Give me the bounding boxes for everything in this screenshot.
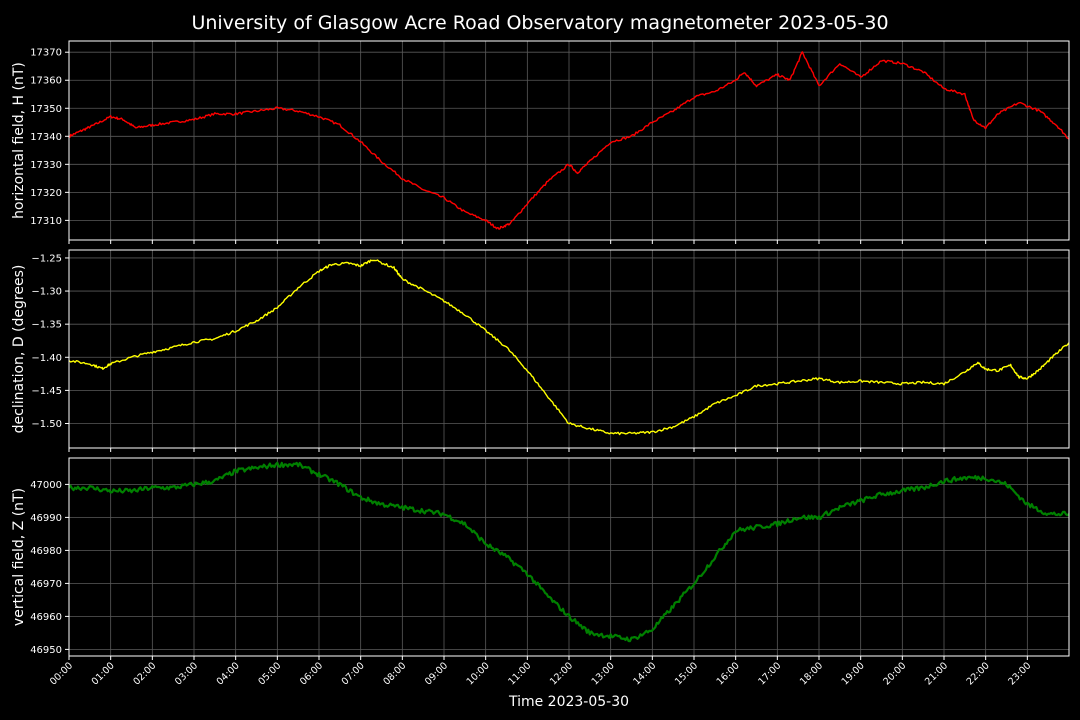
x-tick-label: 19:00 — [840, 660, 867, 687]
y-tick-label: 46950 — [30, 645, 62, 656]
series-line — [68, 461, 1070, 643]
x-tick-label: 04:00 — [215, 660, 242, 687]
x-tick-label: 05:00 — [256, 660, 283, 687]
panel-2: −1.25 −1.30 −1.35 −1.40 −1.45 −1.50 declinatio… — [11, 249, 1070, 452]
x-tick-label: 07:00 — [340, 660, 367, 687]
y-tick-label: 17310 — [30, 216, 62, 227]
y-tick-label: 17360 — [30, 76, 62, 87]
x-tick-label: 03:00 — [173, 660, 200, 687]
y-axis-label: horizontal field, H (nT) — [11, 62, 27, 219]
x-tick-label: 22:00 — [965, 660, 992, 687]
x-tick-label: 12:00 — [548, 660, 575, 687]
y-tick-label: 17370 — [30, 48, 62, 59]
y-tick-label: 46970 — [30, 579, 62, 590]
x-tick-label: 18:00 — [798, 660, 825, 687]
series-line — [68, 51, 1070, 230]
x-tick-label: 00:00 — [48, 660, 75, 687]
axes-frame — [68, 40, 1070, 241]
series-line — [68, 259, 1070, 436]
x-tick-label: 10:00 — [465, 660, 492, 687]
axes-frame — [68, 457, 1070, 657]
panel-1: 17310 17320 17330 17340 17350 17360 17370horiz… — [11, 40, 1070, 244]
x-tick-label: 01:00 — [90, 660, 117, 687]
y-tick-label: 46960 — [30, 612, 62, 623]
y-tick-label: 47000 — [30, 480, 62, 491]
x-tick-label: 14:00 — [631, 660, 658, 687]
x-tick-label: 02:00 — [131, 660, 158, 687]
x-tick-label: 09:00 — [423, 660, 450, 687]
y-tick-label: 46990 — [30, 513, 62, 524]
x-tick-label: 11:00 — [506, 660, 533, 687]
x-tick-label: 08:00 — [381, 660, 408, 687]
y-tick-label: 17340 — [30, 132, 62, 143]
x-tick-label: 20:00 — [881, 660, 908, 687]
y-axis-label: vertical field, Z (nT) — [11, 488, 27, 626]
y-tick-label: −1.30 — [31, 287, 62, 298]
y-tick-label: −1.40 — [31, 353, 62, 364]
figure-title: University of Glasgow Acre Road Observat… — [191, 12, 888, 34]
y-tick-label: −1.35 — [31, 320, 62, 331]
axes-frame — [68, 249, 1070, 449]
y-tick-label: 17330 — [30, 160, 62, 171]
y-tick-label: −1.45 — [31, 386, 62, 397]
x-tick-label: 06:00 — [298, 660, 325, 687]
y-tick-label: −1.50 — [31, 419, 62, 430]
x-axis-label: Time 2023-05-30 — [508, 694, 629, 710]
x-tick-label: 16:00 — [715, 660, 742, 687]
y-tick-label: 17350 — [30, 104, 62, 115]
y-tick-label: 17320 — [30, 188, 62, 199]
y-tick-label: −1.25 — [31, 253, 62, 264]
y-axis-label: declination, D (degrees) — [11, 265, 27, 434]
x-tick-label: 21:00 — [923, 660, 950, 687]
y-tick-label: 46980 — [30, 546, 62, 557]
chart-panels: 17310 17320 17330 17340 17350 17360 17370horiz… — [11, 40, 1070, 687]
x-tick-label: 15:00 — [673, 660, 700, 687]
x-tick-label: 23:00 — [1006, 660, 1033, 687]
x-tick-label: 17:00 — [756, 660, 783, 687]
x-tick-label: 13:00 — [590, 660, 617, 687]
